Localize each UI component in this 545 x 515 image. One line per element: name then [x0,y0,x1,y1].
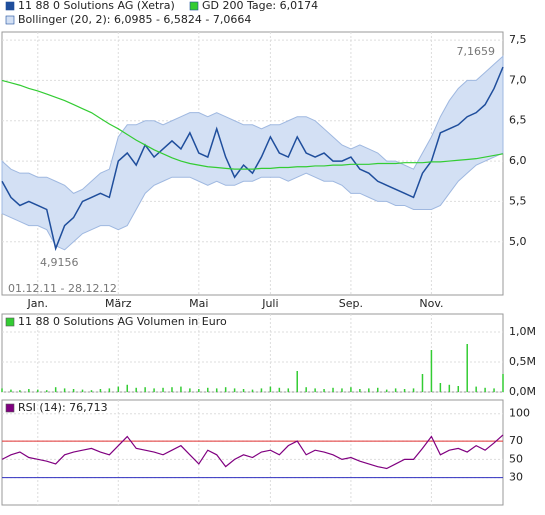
series-line [1,79,504,170]
x-tick-label: Juli [261,297,278,310]
annotation: 4,9156 [40,256,79,269]
legend-swatch [5,1,15,11]
y-tick-label: 6,0 [509,154,527,167]
x-tick-label: Sep. [339,297,363,310]
plot-frame [1,313,504,393]
y-tick-label: 7,0 [509,73,527,86]
legend-swatch [5,403,15,413]
legend-swatch [5,15,15,25]
x-tick-label: Jan. [27,297,48,310]
y-tick-label: 1,0M [509,325,536,338]
y-tick-label: 50 [509,452,523,465]
y-tick-label: 5,5 [509,194,527,207]
y-tick-label: 100 [509,407,530,420]
legend-swatch [5,317,15,327]
x-tick-label: Nov. [419,297,443,310]
y-tick-label: 6,5 [509,114,527,127]
y-tick-label: 0,5M [509,355,536,368]
y-tick-label: 7,5 [509,33,527,46]
bollinger-band [1,55,504,251]
annotation: 7,1659 [457,45,496,58]
legend-swatch [189,1,199,11]
series-line [1,66,504,252]
y-tick-label: 30 [509,471,523,484]
legend-label: 11 88 0 Solutions AG (Xetra) [18,0,175,12]
x-tick-label: März [105,297,132,310]
legend-label: Bollinger (20, 2): 6,0985 - 6,5824 - 7,0… [18,13,251,26]
x-tick-label: Mai [189,297,208,310]
panel-title: RSI (14): 76,713 [18,401,108,414]
y-tick-label: 5,0 [509,235,527,248]
plot-frame [1,399,504,506]
annotation: 01.12.11 - 28.12.12 [8,282,117,295]
y-tick-label: 70 [509,434,523,447]
legend-label: GD 200 Tage: 6,0174 [202,0,318,12]
panel-title: 11 88 0 Solutions AG Volumen in Euro [18,315,227,328]
rsi-line [1,434,504,470]
y-tick-label: 0,0M [509,385,536,398]
